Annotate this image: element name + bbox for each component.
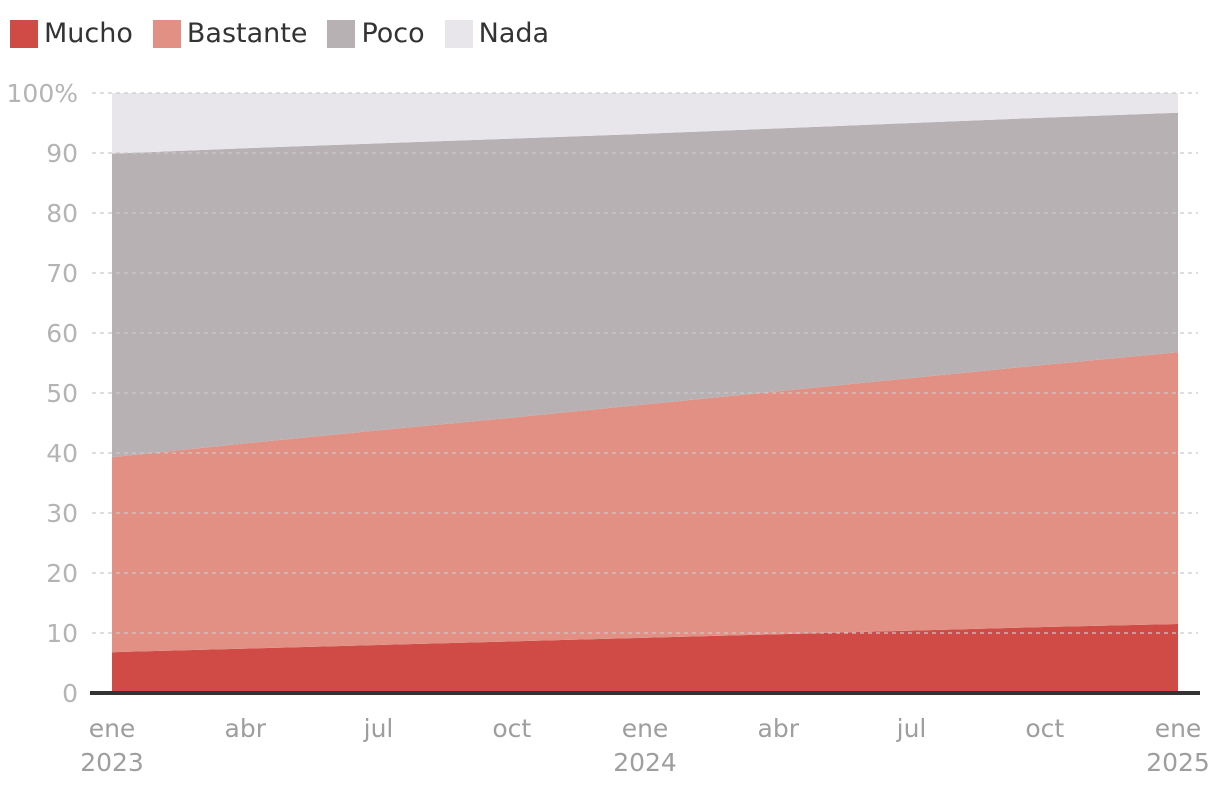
- y-tick-label: 100%: [7, 79, 78, 108]
- legend-item-poco: Poco: [327, 18, 425, 49]
- y-tick-label: 20: [46, 559, 78, 588]
- x-tick-year-label: 2023: [80, 748, 144, 777]
- y-tick-label: 80: [46, 199, 78, 228]
- legend-swatch-mucho: [10, 19, 38, 48]
- y-tick-label: 70: [46, 259, 78, 288]
- x-tick-year-label: 2025: [1146, 748, 1210, 777]
- x-axis-ticks: ene 2023 abr jul oct ene 2024 abr jul oct ene 2025: [80, 714, 1210, 777]
- chart-legend: Mucho Bastante Poco Nada: [10, 18, 569, 49]
- x-tick-label: oct: [1025, 714, 1064, 743]
- legend-swatch-nada: [444, 19, 473, 48]
- x-tick-label: abr: [758, 714, 800, 743]
- y-tick-label: 30: [46, 499, 78, 528]
- legend-swatch-poco: [327, 19, 356, 48]
- y-tick-label: 0: [62, 679, 78, 708]
- x-tick-year-label: 2024: [613, 748, 677, 777]
- grid-layer: [92, 92, 1198, 634]
- area-mucho: [112, 624, 1178, 693]
- legend-item-bastante: Bastante: [152, 18, 308, 49]
- legend-label-poco: Poco: [361, 18, 425, 49]
- x-tick-label: jul: [896, 714, 927, 743]
- y-tick-label: 10: [46, 619, 78, 648]
- x-tick-label: ene: [1155, 714, 1202, 743]
- area-poco: [112, 112, 1178, 458]
- y-axis-ticks: 0 10 20 30 40 50 60 70 80 90 100%: [7, 79, 78, 708]
- x-tick-label: oct: [492, 714, 531, 743]
- x-tick-label: jul: [363, 714, 394, 743]
- y-tick-label: 40: [46, 439, 78, 468]
- legend-swatch-bastante: [152, 19, 181, 48]
- x-tick-label: ene: [89, 714, 136, 743]
- area-nada: [112, 93, 1178, 154]
- legend-label-nada: Nada: [478, 18, 550, 49]
- legend-label-bastante: Bastante: [186, 18, 308, 49]
- area-bastante: [112, 352, 1178, 653]
- legend-item-mucho: Mucho: [10, 18, 133, 49]
- x-tick-label: ene: [622, 714, 669, 743]
- x-tick-label: abr: [225, 714, 267, 743]
- y-tick-label: 60: [46, 319, 78, 348]
- area-layer: [112, 93, 1178, 693]
- y-tick-label: 90: [46, 139, 78, 168]
- legend-label-mucho: Mucho: [44, 18, 133, 49]
- y-tick-label: 50: [46, 379, 78, 408]
- legend-item-nada: Nada: [444, 18, 550, 49]
